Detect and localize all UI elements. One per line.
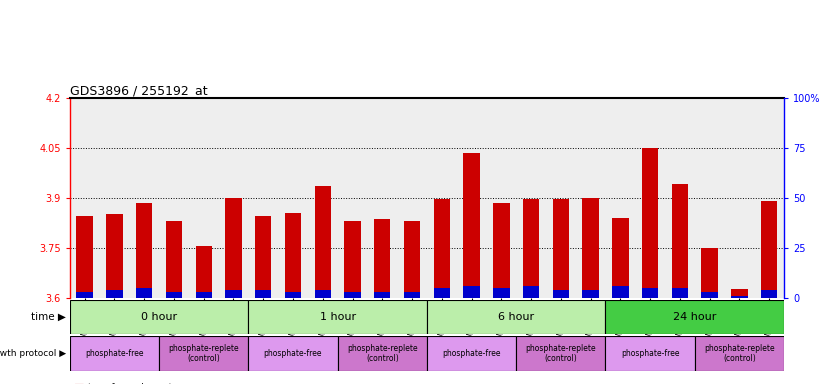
Text: phosphate-replete
(control): phosphate-replete (control) [347,344,418,363]
Bar [642,288,658,298]
Text: phosphate-free: phosphate-free [443,349,501,358]
Bar [195,291,212,298]
Bar [70,300,248,334]
Bar [106,290,122,298]
Bar [344,221,360,298]
Bar [732,289,748,298]
Bar [553,199,569,298]
Bar [493,203,510,298]
Bar [612,286,629,298]
Bar [761,290,777,298]
Bar [606,300,784,334]
Bar [516,336,606,371]
Bar [314,186,331,298]
Text: 6 hour: 6 hour [498,312,534,322]
Bar [553,290,569,298]
Bar [433,288,450,298]
Bar [672,288,688,298]
Bar [248,300,427,334]
Bar [761,201,777,298]
Bar [225,198,241,298]
Bar [427,336,516,371]
Bar [136,288,153,298]
Bar [523,199,539,298]
Bar [433,199,450,298]
Bar [582,290,599,298]
Text: GDS3896 / 255192_at: GDS3896 / 255192_at [70,84,208,97]
Bar [248,336,337,371]
Text: phosphate-free: phosphate-free [621,349,680,358]
Bar [523,286,539,298]
Text: growth protocol ▶: growth protocol ▶ [0,349,66,358]
Bar [695,336,784,371]
Bar [463,286,479,298]
Text: phosphate-replete
(control): phosphate-replete (control) [525,344,596,363]
Bar [701,248,718,298]
Bar [374,291,391,298]
Bar [166,291,182,298]
Bar [159,336,248,371]
Bar [732,296,748,298]
Bar [255,216,272,298]
Bar [76,216,93,298]
Bar [701,291,718,298]
Text: time ▶: time ▶ [31,312,66,322]
Bar [582,198,599,298]
Bar [493,288,510,298]
Text: 24 hour: 24 hour [673,312,717,322]
Text: phosphate-free: phosphate-free [264,349,323,358]
Bar [166,221,182,298]
Text: 0 hour: 0 hour [141,312,177,322]
Bar [255,290,272,298]
Bar [285,291,301,298]
Bar [76,291,93,298]
Bar [463,153,479,298]
Bar [642,148,658,298]
Bar [606,336,695,371]
Bar [314,290,331,298]
Bar [344,291,360,298]
Text: 1 hour: 1 hour [319,312,355,322]
Text: phosphate-replete
(control): phosphate-replete (control) [168,344,239,363]
Bar [136,203,153,298]
Text: ■: ■ [74,383,85,384]
Bar [225,290,241,298]
Bar [70,336,159,371]
Bar [337,336,427,371]
Text: transformed count: transformed count [88,383,172,384]
Bar [285,213,301,298]
Bar [195,246,212,298]
Text: phosphate-free: phosphate-free [85,349,144,358]
Bar [106,214,122,298]
Bar [672,184,688,298]
Bar [404,291,420,298]
Bar [427,300,606,334]
Text: phosphate-replete
(control): phosphate-replete (control) [704,344,775,363]
Bar [374,219,391,298]
Bar [404,221,420,298]
Bar [612,218,629,298]
